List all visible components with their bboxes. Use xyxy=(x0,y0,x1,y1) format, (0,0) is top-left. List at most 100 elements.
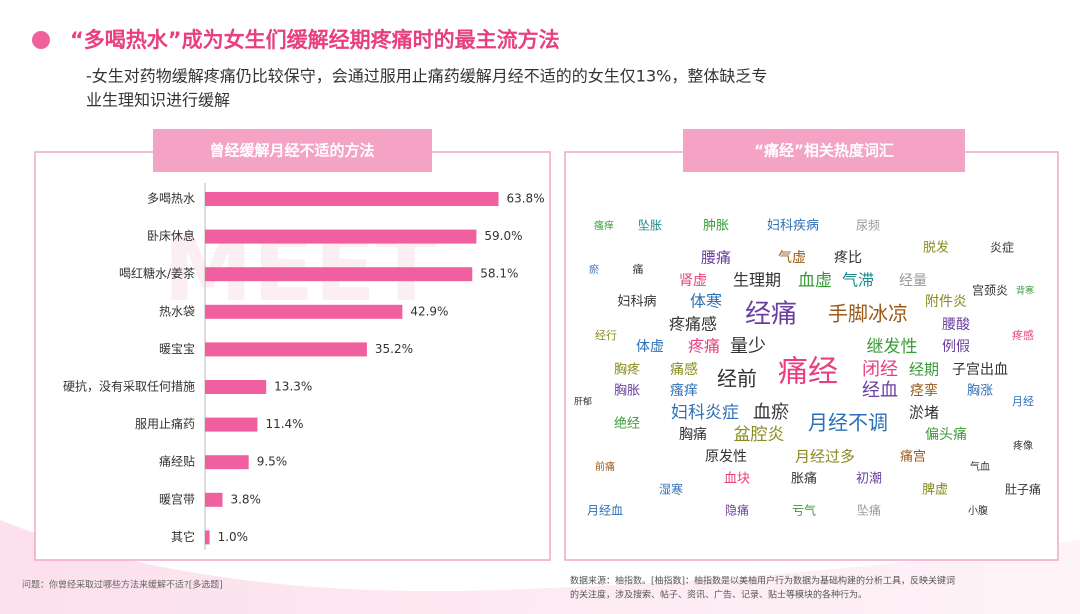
cloud-word: 腰痛 xyxy=(701,249,731,267)
cloud-word: 生理期 xyxy=(733,271,781,290)
category-label: 多喝热水 xyxy=(147,192,195,206)
category-label: 硬抗，没有采取任何措施 xyxy=(63,379,195,394)
value-label: 42.9% xyxy=(410,304,448,318)
cloud-word: 子宫出血 xyxy=(952,362,1008,378)
cloud-word: 血瘀 xyxy=(753,402,789,423)
bar xyxy=(205,530,210,545)
subtitle: -女生对药物缓解疼痛仍比较保守，会通过服用止痛药缓解月经不适的的女生仅13%，整… xyxy=(86,67,767,86)
footnote: 问题：你曾经采取过哪些方法来缓解不适?[多选题] xyxy=(22,579,223,591)
cloud-word: 经血 xyxy=(862,380,898,401)
cloud-word: 胸涨 xyxy=(967,384,993,399)
cloud-word: 胸痛 xyxy=(679,426,707,443)
value-label: 59.0% xyxy=(484,229,522,243)
subtitle: 业生理知识进行缓解 xyxy=(86,91,230,110)
cloud-word: 肚子痛 xyxy=(1005,482,1041,497)
cloud-word: 淤堵 xyxy=(909,404,939,422)
cloud-word: 前痛 xyxy=(595,460,615,473)
cloud-word: 血块 xyxy=(724,472,750,487)
cloud-word: 小腹 xyxy=(968,504,988,517)
value-label: 35.2% xyxy=(375,342,413,356)
cloud-word: 疼痛 xyxy=(688,337,720,356)
value-label: 3.8% xyxy=(230,492,260,506)
cloud-word: 亏气 xyxy=(792,503,816,518)
cloud-word: 疼痛感 xyxy=(669,315,717,334)
cloud-word: 体虚 xyxy=(636,339,664,355)
cloud-word: 例假 xyxy=(942,339,970,355)
value-label: 11.4% xyxy=(265,417,303,431)
cloud-word: 疼感 xyxy=(1012,328,1034,342)
bar xyxy=(205,417,258,432)
bar xyxy=(205,455,249,470)
cloud-word: 瘙痒 xyxy=(594,219,614,232)
value-label: 58.1% xyxy=(480,267,518,281)
cloud-word: 瘙痒 xyxy=(670,382,698,399)
value-label: 1.0% xyxy=(218,530,249,544)
bar xyxy=(205,380,267,394)
cloud-word: 体寒 xyxy=(690,292,722,311)
cloud-word: 疼比 xyxy=(834,250,862,266)
cloud-word: 月经过多 xyxy=(795,448,855,466)
cloud-word: 闭经 xyxy=(862,359,898,380)
value-label: 13.3% xyxy=(274,380,312,394)
bar xyxy=(205,342,367,357)
cloud-word: 坠胀 xyxy=(638,219,662,233)
cloud-word: 疼像 xyxy=(1013,439,1033,452)
cloud-word: 盆腔炎 xyxy=(734,425,785,445)
cloud-word: 痉挛 xyxy=(910,382,938,399)
cloud-word: 腰酸 xyxy=(942,317,970,333)
cloud-word: 经期 xyxy=(909,361,939,379)
cloud-word: 肝郁 xyxy=(574,396,592,408)
cloud-word: 月经血 xyxy=(587,504,623,518)
cloud-word: 妇科炎症 xyxy=(671,403,739,423)
cloud-word: 炎症 xyxy=(990,240,1014,255)
cloud-word: 月经不调 xyxy=(808,411,888,435)
cloud-word: 胀痛 xyxy=(791,471,817,487)
cloud-word: 经前 xyxy=(717,367,757,391)
cloud-word: 月经 xyxy=(1012,395,1034,408)
bar xyxy=(205,492,223,507)
cloud-word: 坠痛 xyxy=(857,503,881,518)
word-cloud-title: “痛经”相关热度词汇 xyxy=(754,142,894,160)
cloud-word: 肾虚 xyxy=(679,273,707,289)
category-label: 痛经贴 xyxy=(159,454,195,469)
category-label: 暖宫带 xyxy=(159,491,195,506)
cloud-word: 气滞 xyxy=(842,271,874,290)
cloud-word: 绝经 xyxy=(614,416,640,432)
value-label: 9.5% xyxy=(257,455,288,469)
bar xyxy=(205,304,403,319)
bar xyxy=(205,229,477,244)
cloud-word: 偏头痛 xyxy=(925,426,967,443)
bar xyxy=(205,267,473,282)
cloud-word: 尿频 xyxy=(856,219,880,233)
cloud-word: 胸疼 xyxy=(614,363,640,378)
cloud-word: 痛 xyxy=(633,262,644,276)
cloud-word: 痛宫 xyxy=(900,449,926,465)
cloud-word: 附件炎 xyxy=(925,294,967,310)
footnote: 的关注度，涉及搜索、帖子、资讯、广告、记录、贴士等模块的各种行为。 xyxy=(570,589,867,601)
cloud-word: 湿寒 xyxy=(659,482,683,497)
background-wave xyxy=(0,520,1080,614)
bar xyxy=(205,192,499,206)
cloud-word: 脱发 xyxy=(923,240,949,256)
category-label: 其它 xyxy=(171,529,195,544)
cloud-word: 经痛 xyxy=(745,300,797,330)
value-label: 63.8% xyxy=(506,192,544,206)
cloud-word: 痛感 xyxy=(670,361,698,378)
cloud-word: 量少 xyxy=(730,336,766,357)
cloud-word: 胸胀 xyxy=(614,384,640,399)
cloud-word: 痛经 xyxy=(778,355,838,390)
cloud-word: 脾虚 xyxy=(922,483,948,498)
cloud-word: 瘀 xyxy=(589,263,599,276)
cloud-word: 背寒 xyxy=(1016,285,1034,297)
cloud-word: 气血 xyxy=(970,460,990,473)
cloud-word: 经量 xyxy=(899,273,927,289)
category-label: 暖宝宝 xyxy=(159,342,195,356)
cloud-word: 隐痛 xyxy=(725,503,749,518)
cloud-word: 肿胀 xyxy=(703,219,729,234)
category-label: 卧床休息 xyxy=(147,228,195,243)
cloud-word: 气虚 xyxy=(778,250,806,266)
category-label: 热水袋 xyxy=(159,304,195,318)
cloud-word: 原发性 xyxy=(705,449,747,465)
cloud-word: 妇科疾病 xyxy=(767,218,819,234)
